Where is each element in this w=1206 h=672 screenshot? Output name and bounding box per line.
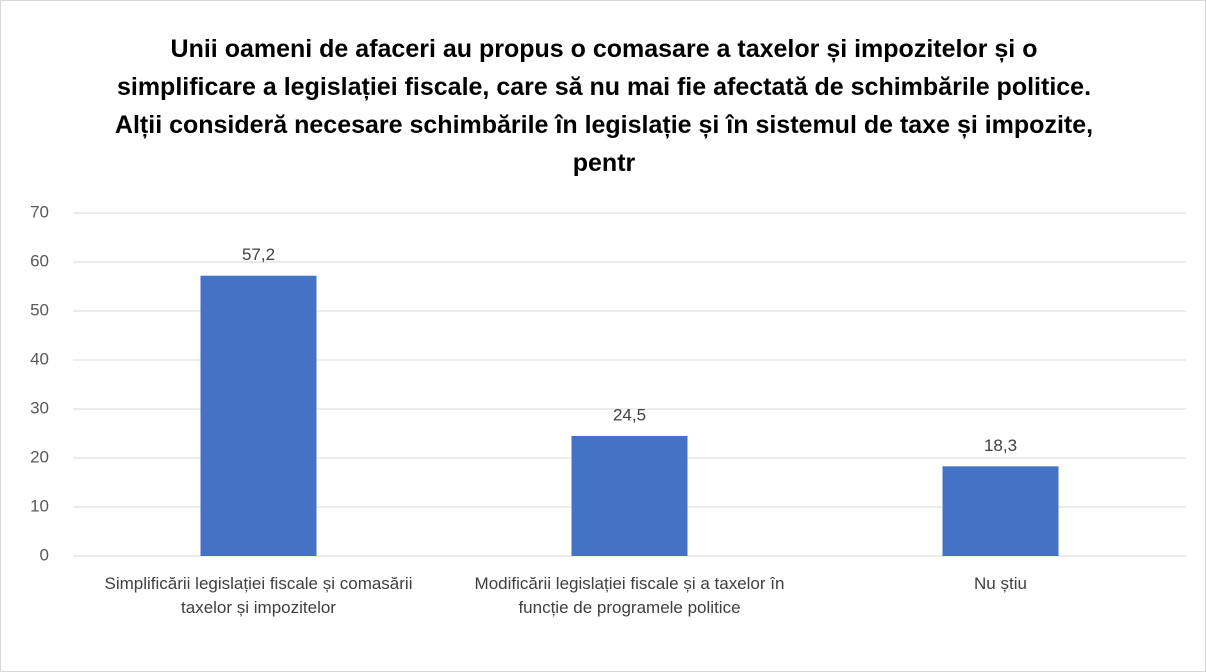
bar xyxy=(942,466,1059,556)
y-tick-label: 70 xyxy=(30,202,49,221)
y-tick-label: 30 xyxy=(30,398,49,417)
y-tick-label: 40 xyxy=(30,349,49,368)
bar xyxy=(200,275,317,556)
y-tick-label: 50 xyxy=(30,300,49,319)
x-tick-label: Modificării legislației fiscale și a tax… xyxy=(474,574,785,617)
data-label: 57,2 xyxy=(242,245,275,264)
data-label: 18,3 xyxy=(984,436,1017,455)
y-tick-label: 20 xyxy=(30,447,49,466)
x-tick-label: Nu știu xyxy=(974,574,1027,593)
x-tick-label: Simplificării legislației fiscale și com… xyxy=(104,574,413,617)
y-tick-label: 60 xyxy=(30,251,49,270)
data-label: 24,5 xyxy=(613,405,646,424)
y-tick-label: 0 xyxy=(40,545,49,564)
chart-title: Unii oameni de afaceri au propus o comas… xyxy=(114,35,1094,177)
y-tick-label: 10 xyxy=(30,496,49,515)
bar xyxy=(571,435,688,556)
